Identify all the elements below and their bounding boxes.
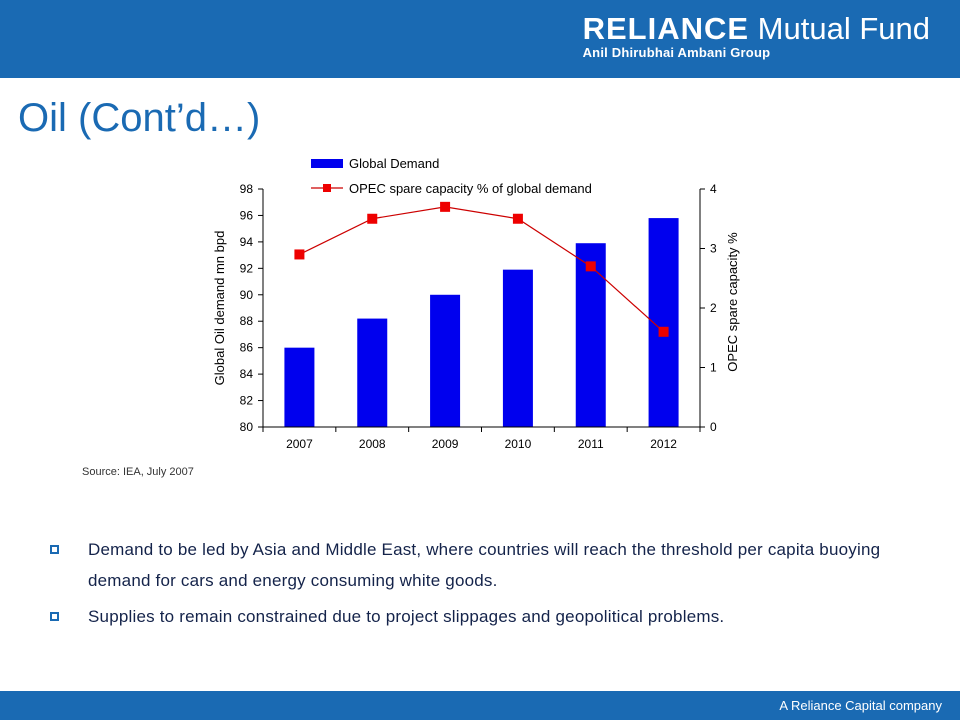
left-tick-label: 96 [240, 208, 254, 222]
opec-point-2008 [367, 213, 378, 224]
x-tick-label: 2010 [505, 437, 532, 451]
square-bullet-icon [50, 612, 59, 621]
right-tick-label: 4 [710, 182, 717, 196]
left-tick-label: 84 [240, 367, 254, 381]
left-tick-label: 98 [240, 182, 254, 196]
x-tick-label: 2008 [359, 437, 386, 451]
opec-point-2009 [440, 201, 451, 212]
logo-brand: RELIANCE [582, 11, 750, 46]
reliance-logo: RELIANCE Mutual Fund Anil Dhirubhai Amba… [582, 11, 930, 61]
left-tick-label: 94 [240, 235, 254, 249]
opec-point-2011 [585, 261, 596, 272]
slide-title: Oil (Cont’d…) [18, 96, 261, 140]
right-tick-label: 1 [710, 361, 717, 375]
bar-global-demand-2011 [575, 243, 606, 427]
oil-demand-chart: 80 82 84 86 88 90 92 94 96 98 0 1 2 3 4 2007 2008 2009 201… [212, 156, 740, 451]
header-band: RELIANCE Mutual Fund Anil Dhirubhai Amba… [0, 0, 960, 78]
x-tick-label: 2012 [650, 437, 677, 451]
legend-marker-opec [323, 184, 331, 192]
left-tick-label: 86 [240, 341, 254, 355]
left-tick-label: 80 [240, 420, 254, 434]
right-tick-label: 3 [710, 242, 717, 256]
bar-global-demand-2010 [502, 269, 533, 427]
opec-point-2012 [658, 326, 669, 337]
left-tick-label: 90 [240, 288, 254, 302]
bar-global-demand-2009 [430, 294, 461, 427]
square-bullet-icon [50, 545, 59, 554]
legend-swatch-global-demand [311, 159, 343, 168]
bar-global-demand-2008 [357, 318, 388, 427]
bullet-item: Supplies to remain constrained due to pr… [48, 601, 918, 632]
bullet-list: Demand to be led by Asia and Middle East… [48, 534, 918, 632]
bullet-text: Supplies to remain constrained due to pr… [88, 607, 725, 626]
opec-point-2007 [294, 249, 305, 260]
left-tick-label: 88 [240, 314, 254, 328]
left-axis-title: Global Oil demand mn bpd [212, 231, 227, 386]
legend-label-opec: OPEC spare capacity % of global demand [349, 181, 592, 196]
left-tick-label: 92 [240, 261, 254, 275]
footer-text: A Reliance Capital company [779, 698, 942, 713]
right-tick-label: 2 [710, 301, 717, 315]
chart-source: Source: IEA, July 2007 [82, 466, 194, 478]
right-axis-title: OPEC spare capacity % [725, 232, 740, 372]
opec-point-2010 [512, 213, 523, 224]
x-tick-label: 2007 [286, 437, 313, 451]
logo-group: Anil Dhirubhai Ambani Group [582, 45, 771, 60]
opec-spare-capacity-line [299, 206, 664, 333]
bullet-text: Demand to be led by Asia and Middle East… [88, 540, 881, 590]
x-tick-label: 2011 [578, 437, 604, 451]
x-tick-label: 2009 [432, 437, 459, 451]
left-tick-label: 82 [240, 394, 254, 408]
right-tick-label: 0 [710, 420, 717, 434]
bar-global-demand-2007 [284, 347, 315, 427]
logo-product: Mutual Fund [757, 11, 930, 46]
bullet-item: Demand to be led by Asia and Middle East… [48, 534, 918, 596]
legend-label-global-demand: Global Demand [349, 156, 439, 171]
footer-band: A Reliance Capital company [0, 691, 960, 720]
